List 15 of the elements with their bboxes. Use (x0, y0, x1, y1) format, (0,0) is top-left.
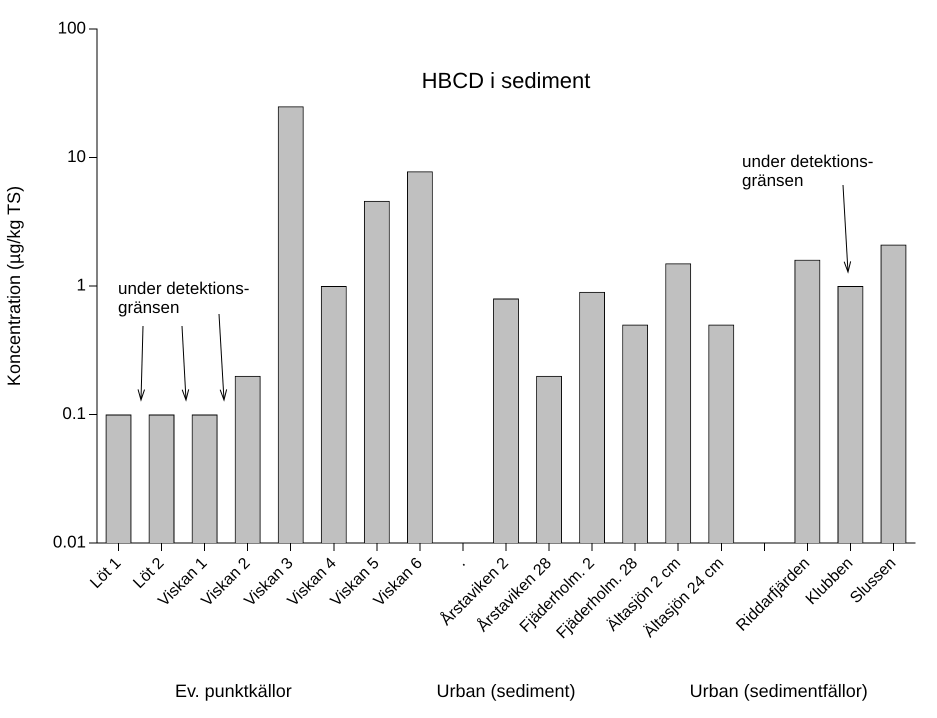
x-tick-label: Löt 2 (130, 554, 168, 592)
y-axis-title: Koncentration (µg/kg TS) (4, 186, 24, 386)
x-tick-label: . (454, 554, 469, 570)
annotation: under detektions- gränsen (118, 279, 250, 317)
x-tick-label: Löt 1 (87, 554, 125, 592)
y-tick-label: 0.01 (52, 532, 86, 552)
text: Urban (sedimentfällor) (690, 681, 868, 701)
text: Ev. punktkällor (174, 681, 292, 701)
y-tick-label: 0.1 (62, 404, 86, 424)
y-tick-label: 1 (76, 276, 86, 295)
annotation: under detektions- gränsen (742, 152, 874, 190)
y-tick-label: 100 (58, 18, 86, 38)
y-tick-label: 10 (67, 147, 86, 166)
text: Urban (sediment) (436, 681, 576, 701)
text: HBCD i sediment (422, 68, 590, 93)
